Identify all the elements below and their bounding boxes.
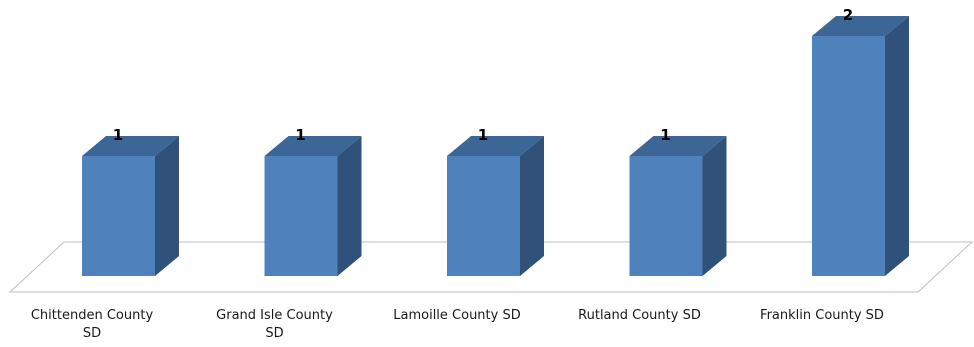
data-labels-group: 1 1 1 1 2 (113, 6, 853, 144)
bar-front (82, 156, 155, 276)
category-label: Rutland County SD (578, 308, 701, 323)
bars-group (82, 16, 909, 276)
bar-front (629, 156, 703, 276)
data-label: 1 (113, 126, 123, 144)
data-label: 1 (295, 126, 305, 144)
bar-side (702, 136, 727, 276)
category-label: Chittenden County SD (31, 308, 154, 341)
bar-front (264, 156, 338, 276)
bar-side (520, 136, 544, 276)
bar-top (264, 136, 362, 156)
category-label: Grand Isle County SD (216, 308, 333, 341)
data-label: 1 (478, 126, 488, 144)
bar-top (447, 136, 544, 156)
bar (629, 136, 727, 276)
bar-top (82, 136, 179, 156)
bar-front (812, 36, 885, 276)
data-label: 1 (660, 126, 670, 144)
bar (812, 16, 909, 276)
category-label: Franklin County SD (760, 308, 884, 323)
bar (82, 136, 179, 276)
bar (447, 136, 544, 276)
bar-top (812, 16, 909, 36)
bar (264, 136, 362, 276)
category-labels-group: Chittenden County SD Grand Isle County SD La… (31, 308, 884, 341)
bar-side (337, 136, 362, 276)
chart-floor (8, 241, 974, 293)
bar-side (155, 136, 179, 276)
bar-front (447, 156, 520, 276)
data-label: 2 (843, 6, 853, 24)
bar-side (885, 16, 909, 276)
category-label: Lamoille County SD (393, 308, 521, 323)
bar-top (629, 136, 727, 156)
